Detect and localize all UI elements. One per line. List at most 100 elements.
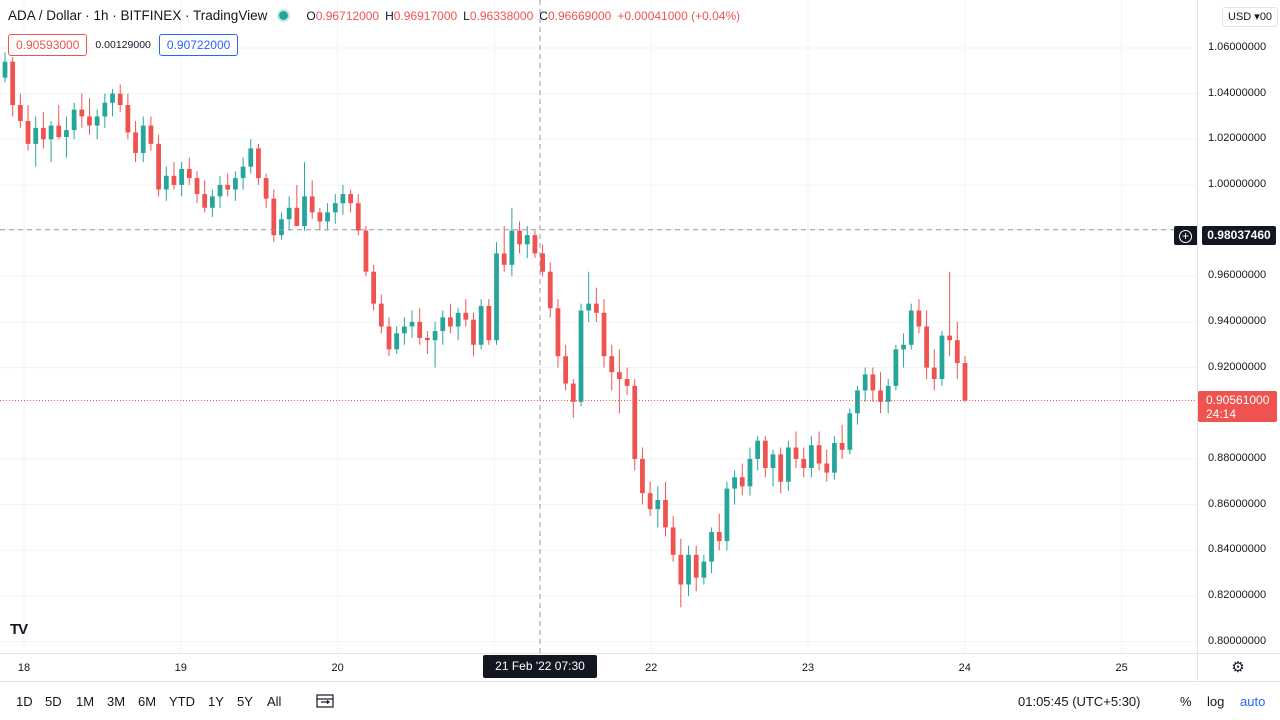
gear-icon[interactable]: ⚙ (1231, 659, 1245, 676)
candle-body (10, 61, 16, 106)
candle-body (378, 303, 384, 327)
timezone-clock[interactable]: 01:05:45 (UTC+5:30) (1018, 694, 1141, 709)
candle-body (501, 253, 507, 265)
price-tick-label: 1.06000000 (1208, 40, 1267, 53)
log-scale-toggle[interactable]: log (1207, 694, 1225, 709)
date-range-icon[interactable] (316, 693, 334, 709)
candle-body (586, 303, 592, 311)
candle-body (394, 333, 400, 350)
symbol-legend: ADA / Dollar · 1h · BITFINEX · TradingVi… (8, 8, 740, 23)
candle-body (48, 125, 54, 140)
candle-body (793, 447, 799, 459)
candle-body (478, 305, 484, 345)
candle-body (686, 554, 691, 585)
crosshair-price-label: 0.98037460 (1202, 226, 1276, 245)
price-tick-label: 1.00000000 (1208, 177, 1267, 190)
buy-price-button[interactable]: 0.90722000 (158, 34, 239, 56)
price-tick-label: 0.96000000 (1208, 269, 1267, 282)
percent-scale-toggle[interactable]: % (1180, 694, 1192, 709)
candle-body (785, 447, 791, 482)
candle-body (94, 116, 100, 126)
candle-body (901, 344, 906, 350)
candle-body (163, 175, 169, 190)
candle-body (87, 116, 92, 126)
candle-body (524, 235, 530, 245)
range-1m-button[interactable]: 1M (76, 694, 95, 709)
candle-body (202, 194, 208, 208)
candle-body (755, 440, 761, 459)
price-axis[interactable]: 1.06000000 1.04000000 1.02000000 1.00000000… (1197, 0, 1280, 653)
candle-body (716, 531, 722, 542)
candle-body (601, 312, 607, 357)
candle-body (263, 178, 269, 199)
candle-body (870, 374, 876, 391)
range-ytd-button[interactable]: YTD (169, 694, 195, 709)
bar-countdown: 24:14 (1206, 407, 1237, 421)
candle-body (348, 194, 353, 204)
price-tick-label: 0.94000000 (1208, 314, 1267, 327)
range-all-button[interactable]: All (267, 694, 282, 709)
candle-body (663, 500, 668, 528)
price-tick-label: 0.92000000 (1208, 360, 1267, 373)
candle-body (939, 335, 945, 380)
auto-scale-toggle[interactable]: auto (1240, 694, 1266, 709)
bottom-toolbar: 1D 5D 1M 3M 6M YTD 1Y 5Y All 01:05:45 (U… (0, 681, 1280, 720)
time-tick-label: 18 (17, 662, 31, 674)
candle-body (962, 363, 968, 401)
candle-body (386, 326, 392, 350)
candle-body (179, 168, 185, 185)
candle-body (17, 105, 23, 122)
candle-body (693, 554, 699, 578)
price-tick-label: 0.84000000 (1208, 543, 1267, 556)
candle-body (770, 454, 776, 469)
candle-body (724, 488, 730, 542)
range-3m-button[interactable]: 3M (107, 694, 126, 709)
candle-body (809, 445, 814, 469)
candle-body (563, 356, 569, 384)
range-6m-button[interactable]: 6M (138, 694, 157, 709)
sell-price-button[interactable]: 0.90593000 (8, 34, 88, 56)
candle-body (64, 130, 69, 137)
candle-body (448, 317, 453, 327)
last-price-label: 0.90561000 24:14 (1198, 391, 1277, 422)
range-5y-button[interactable]: 5Y (237, 694, 253, 709)
candle-body (463, 312, 469, 320)
candle-body (125, 105, 131, 133)
candle-body (908, 310, 914, 345)
candle-body (340, 194, 346, 204)
candle-body (363, 230, 369, 272)
symbol-title[interactable]: ADA / Dollar · 1h · BITFINEX · TradingVi… (8, 8, 268, 23)
chart-pane[interactable]: ADA / Dollar · 1h · BITFINEX · TradingVi… (0, 0, 1197, 653)
range-1d-button[interactable]: 1D (16, 694, 33, 709)
candle-body (947, 335, 953, 341)
candle-body (409, 321, 415, 327)
candle-body (609, 356, 615, 373)
spread-value: 0.00129000 (95, 39, 151, 51)
candle-body (140, 125, 146, 153)
time-tick-label: 20 (331, 662, 344, 674)
candle-body (547, 271, 553, 309)
market-status-dot[interactable] (279, 11, 289, 20)
add-alert-plus-icon[interactable]: + (1174, 226, 1197, 245)
legend-close: C0.96669000 (539, 8, 612, 23)
tradingview-logo[interactable]: TV (10, 621, 28, 638)
candle-body (248, 148, 254, 167)
legend-low: L0.96338000 (463, 8, 534, 23)
candle-body (593, 303, 599, 313)
candle-body (762, 440, 768, 469)
price-tick-label: 0.88000000 (1208, 451, 1267, 464)
range-1y-button[interactable]: 1Y (208, 694, 224, 709)
candle-body (309, 196, 315, 213)
candle-body (156, 143, 161, 190)
currency-selector[interactable]: USD ▾00 (1222, 7, 1279, 27)
time-axis[interactable]: 18 19 20 22 23 24 25 (0, 653, 1197, 681)
time-tick-label: 19 (174, 662, 187, 674)
candlestick-chart[interactable] (0, 0, 1197, 653)
candle-body (709, 531, 714, 562)
price-tick-label: 0.80000000 (1208, 634, 1267, 647)
candle-body (701, 561, 707, 578)
candle-body (885, 385, 891, 402)
candle-body (555, 308, 561, 357)
candle-body (194, 178, 200, 195)
range-5d-button[interactable]: 5D (45, 694, 62, 709)
